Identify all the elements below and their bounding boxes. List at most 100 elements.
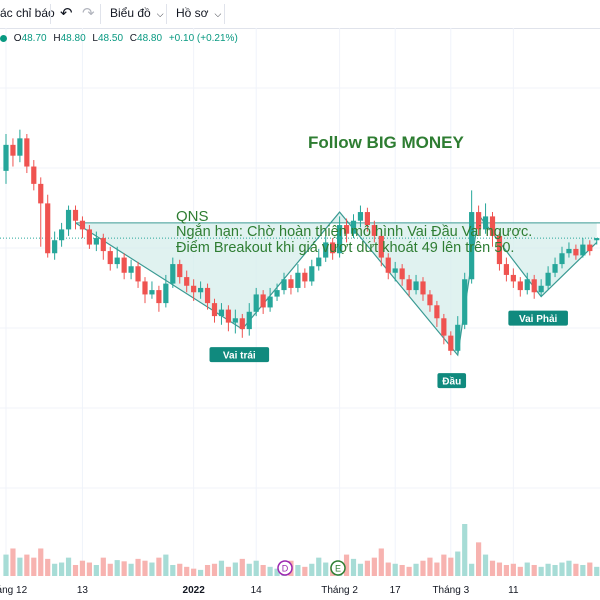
- candle-body: [218, 309, 225, 317]
- candle: [163, 274, 169, 308]
- candle-body: [10, 144, 16, 156]
- head-label-text: Đầu: [442, 376, 461, 388]
- candle-body: [177, 264, 183, 278]
- time-axis-label: Tháng 2: [321, 585, 358, 596]
- candle-body: [510, 274, 516, 282]
- candle: [31, 160, 37, 191]
- volume-bar: [455, 551, 461, 576]
- low-key: L: [92, 33, 98, 44]
- time-axis-label: 2022: [183, 585, 206, 596]
- profile-button[interactable]: Hồ sơ ⌵: [176, 6, 221, 20]
- indicators-button[interactable]: ác chỉ báo: [0, 6, 55, 20]
- volume-bar: [218, 560, 225, 576]
- candle: [413, 274, 419, 295]
- volume-series: [3, 524, 600, 576]
- volume-bar: [538, 566, 544, 576]
- volume-bar: [420, 560, 426, 576]
- candle-body: [476, 212, 482, 230]
- volume-bar: [225, 566, 231, 576]
- volume-bar: [482, 554, 489, 576]
- volume-bar: [545, 563, 551, 576]
- candle: [469, 190, 475, 284]
- time-axis-label: 11: [508, 585, 519, 596]
- analysis-line-1: Ngắn hạn: Chờ hoàn thiện mô hình Vai Đầu…: [176, 223, 532, 240]
- candle: [406, 274, 412, 297]
- candle: [489, 212, 496, 247]
- candle-body: [24, 138, 30, 167]
- candle-body: [239, 318, 245, 330]
- candle: [295, 264, 301, 293]
- candle: [552, 257, 558, 278]
- candle: [337, 216, 343, 258]
- ohlc-legend: O48.70 H48.80 L48.50 C48.80 +0.10 (+0.21…: [0, 33, 242, 49]
- candle: [128, 259, 134, 280]
- volume-bar: [121, 561, 127, 576]
- volume-bar: [406, 566, 412, 576]
- candle-body: [274, 290, 280, 297]
- high-key: H: [53, 33, 61, 44]
- volume-bar: [163, 554, 169, 576]
- price-chart[interactable]: Vai trái Đầu Vai Phải Follow BIG MONEY QNSNg…: [0, 28, 600, 600]
- volume-bar: [309, 563, 315, 576]
- candle: [3, 134, 9, 184]
- volume-bar: [392, 563, 398, 576]
- candle: [587, 240, 593, 256]
- candle-body: [260, 294, 266, 308]
- candle-body: [469, 212, 475, 280]
- volume-bar: [38, 548, 44, 576]
- earnings-event-badge-ring: [330, 560, 346, 576]
- volume-bar: [253, 560, 259, 576]
- candle-body: [385, 257, 391, 273]
- candle: [79, 216, 86, 239]
- candle: [72, 205, 79, 230]
- volume-bar: [573, 563, 579, 576]
- volume-bar: [3, 554, 9, 576]
- volume-bar: [517, 566, 523, 576]
- candle: [170, 257, 176, 288]
- candle: [218, 303, 225, 325]
- volume-bar: [476, 542, 482, 576]
- candle: [531, 274, 537, 299]
- volume-bar: [496, 562, 503, 576]
- candle: [65, 205, 72, 236]
- candle: [350, 214, 357, 239]
- volume-bar: [364, 560, 370, 576]
- volume-bar: [52, 563, 58, 576]
- candle-body: [316, 257, 322, 267]
- candle: [232, 309, 238, 334]
- candle-body: [538, 285, 544, 293]
- volume-bar: [31, 557, 37, 576]
- right-shoulder-label-text: Vai Phải: [519, 314, 558, 325]
- candle-body: [413, 281, 419, 291]
- volume-bar: [204, 564, 211, 576]
- candle-body: [302, 272, 308, 282]
- candle: [462, 272, 468, 330]
- chart-template-label: Biểu đồ: [110, 6, 151, 20]
- candle-body: [211, 303, 218, 317]
- top-toolbar: ác chỉ báo ↶ ↷ Biểu đồ ⌵ Hồ sơ ⌵: [0, 0, 600, 29]
- undo-icon[interactable]: ↶: [60, 5, 73, 22]
- redo-icon[interactable]: ↷: [82, 5, 95, 22]
- volume-bar: [86, 562, 92, 576]
- candle: [107, 246, 113, 271]
- candle-body: [281, 279, 287, 291]
- candle: [211, 298, 218, 323]
- volume-bar: [469, 563, 475, 576]
- volume-bar: [559, 562, 565, 576]
- candle: [45, 194, 51, 258]
- volume-bar: [246, 563, 252, 576]
- candle-body: [191, 285, 197, 293]
- candle-body: [531, 279, 537, 293]
- candle-body: [337, 225, 343, 254]
- volume-bar: [198, 569, 204, 576]
- candle-body: [489, 216, 496, 236]
- candle: [323, 235, 329, 262]
- candle-body: [545, 272, 551, 286]
- volume-bar: [17, 557, 23, 576]
- earnings-event-badge: E: [330, 560, 346, 576]
- grid: [0, 28, 600, 576]
- brand-annotation: Follow BIG MONEY: [308, 133, 464, 152]
- candle-body: [114, 257, 120, 265]
- candle-body: [399, 268, 405, 280]
- chart-template-button[interactable]: Biểu đồ ⌵: [110, 6, 164, 20]
